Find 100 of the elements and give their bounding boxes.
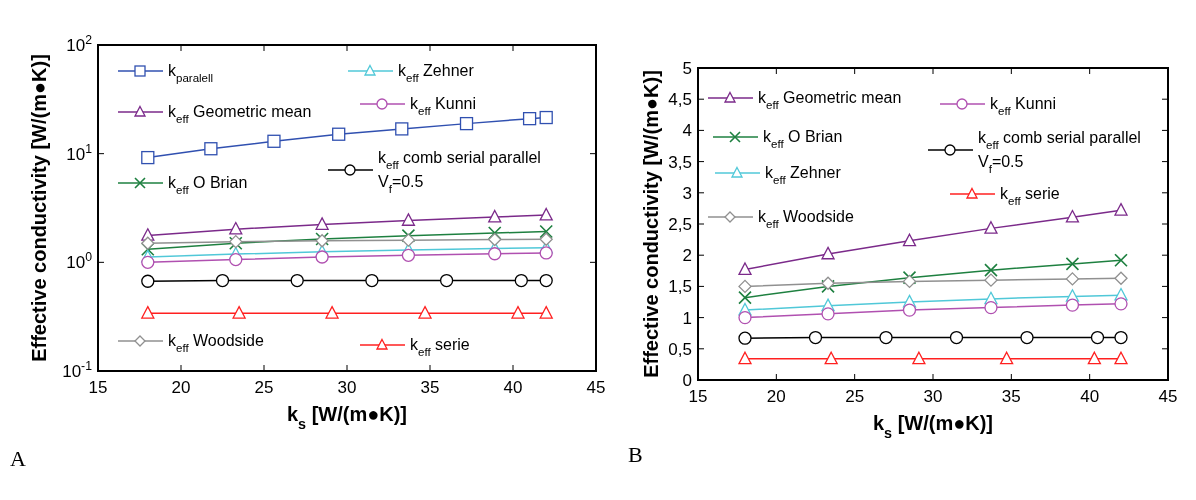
legend-label: k$_{eff}$ comb serial parallel V$_{f}$=0.5 (978, 129, 1141, 175)
point (1090, 330, 1105, 345)
point (984, 221, 998, 234)
point (824, 351, 838, 365)
point (912, 351, 926, 365)
point (879, 330, 893, 345)
point (459, 116, 474, 131)
y-tick-label: 3 (682, 183, 692, 203)
x-tick-label: 30 (337, 378, 357, 397)
point (539, 207, 553, 221)
point (315, 250, 329, 264)
point (1114, 351, 1128, 365)
legend-label: k$_{eff}$ Geometric mean (758, 89, 902, 111)
y-tick-label: 2,5 (668, 215, 692, 234)
point (808, 330, 823, 345)
point (141, 236, 155, 250)
point (401, 233, 416, 247)
x-tick-label: 25 (254, 378, 274, 397)
y-tick-label: 1,5 (668, 277, 692, 297)
y-tick-label: 10$^{-1}$ (62, 359, 93, 381)
point (539, 306, 553, 319)
legend-label: k$_{eff}$ Zehner (398, 62, 475, 84)
point (821, 276, 835, 290)
point (232, 306, 246, 319)
point (290, 273, 304, 288)
point (738, 331, 752, 345)
point (902, 274, 917, 289)
x-tick-label: 40 (1080, 387, 1100, 406)
point (315, 217, 329, 230)
point (418, 306, 432, 319)
x-tick-label: 15 (88, 378, 108, 397)
y-axis-title: Effective conductivity [W/(m●K)] (640, 70, 662, 378)
point (395, 122, 409, 136)
x-tick-label: 35 (420, 378, 440, 397)
point (488, 209, 502, 223)
x-tick-label: 40 (503, 378, 523, 397)
point (325, 306, 339, 319)
point (141, 150, 155, 165)
point (488, 232, 502, 247)
point (984, 273, 998, 287)
point (1020, 330, 1034, 345)
y-tick-label: 5 (682, 59, 692, 78)
legend-label: k$_{eff}$ Zehner (765, 164, 842, 186)
y-tick-label: 3,5 (668, 152, 692, 172)
point (141, 274, 155, 288)
point (488, 247, 502, 261)
point (539, 224, 553, 239)
x-tick-label: 15 (688, 387, 708, 406)
legend-label: k$_{eff}$ Kunni (990, 95, 1056, 117)
point (511, 306, 525, 319)
legend-label: k$_{eff}$ Geometric mean (168, 103, 312, 125)
point (1065, 257, 1080, 271)
point (1114, 203, 1128, 216)
x-tick-label: 20 (171, 378, 191, 397)
point (984, 300, 998, 315)
x-axis-title: k$_{s}$ [W/(m●K)] (872, 412, 994, 441)
y-tick-label: 0,5 (668, 339, 692, 359)
point (229, 221, 243, 235)
point (267, 134, 281, 148)
point (1065, 272, 1080, 286)
legend-label: k$_{eff}$ comb serial parallel V$_{f}$=0.5 (378, 149, 541, 195)
x-tick-label: 20 (766, 387, 786, 406)
point (365, 273, 379, 288)
legend-label: k$_{eff}$ Kunni (410, 95, 476, 117)
y-tick-label: 0 (682, 371, 692, 390)
point (141, 306, 155, 319)
x-axis-title: k$_{s}$ [W/(m●K)] (286, 403, 408, 432)
legend-label: k$_{eff}$ O Brian (168, 174, 248, 196)
point (1065, 209, 1080, 223)
point (821, 307, 835, 321)
point (539, 246, 553, 260)
y-tick-label: 4 (682, 121, 692, 141)
point (738, 310, 752, 325)
y-tick-label: 4,5 (668, 90, 692, 110)
point (902, 233, 917, 247)
point (1087, 351, 1102, 365)
point (821, 246, 835, 260)
point (1114, 271, 1128, 285)
point (487, 226, 502, 240)
point (439, 273, 454, 288)
point (229, 252, 243, 267)
point (999, 351, 1014, 365)
point (1065, 298, 1080, 312)
point (204, 142, 218, 156)
x-tick-label: 45 (1158, 387, 1178, 406)
point (902, 303, 917, 317)
y-tick-label: 10$^{0}$ (66, 250, 93, 273)
point (514, 273, 528, 288)
text: B (628, 442, 643, 467)
legend-label: k$_{eff}$ Woodside (758, 208, 855, 230)
legend-label: k$_{eff}$ Woodside (168, 332, 265, 354)
point (332, 127, 346, 141)
y-tick-label: 10$^{2}$ (66, 33, 93, 55)
point (141, 242, 155, 257)
point (401, 213, 416, 226)
x-tick-label: 30 (923, 387, 943, 406)
x-tick-label: 45 (586, 378, 606, 397)
x-tick-label: 25 (845, 387, 865, 406)
point (522, 112, 537, 126)
point (949, 330, 964, 345)
